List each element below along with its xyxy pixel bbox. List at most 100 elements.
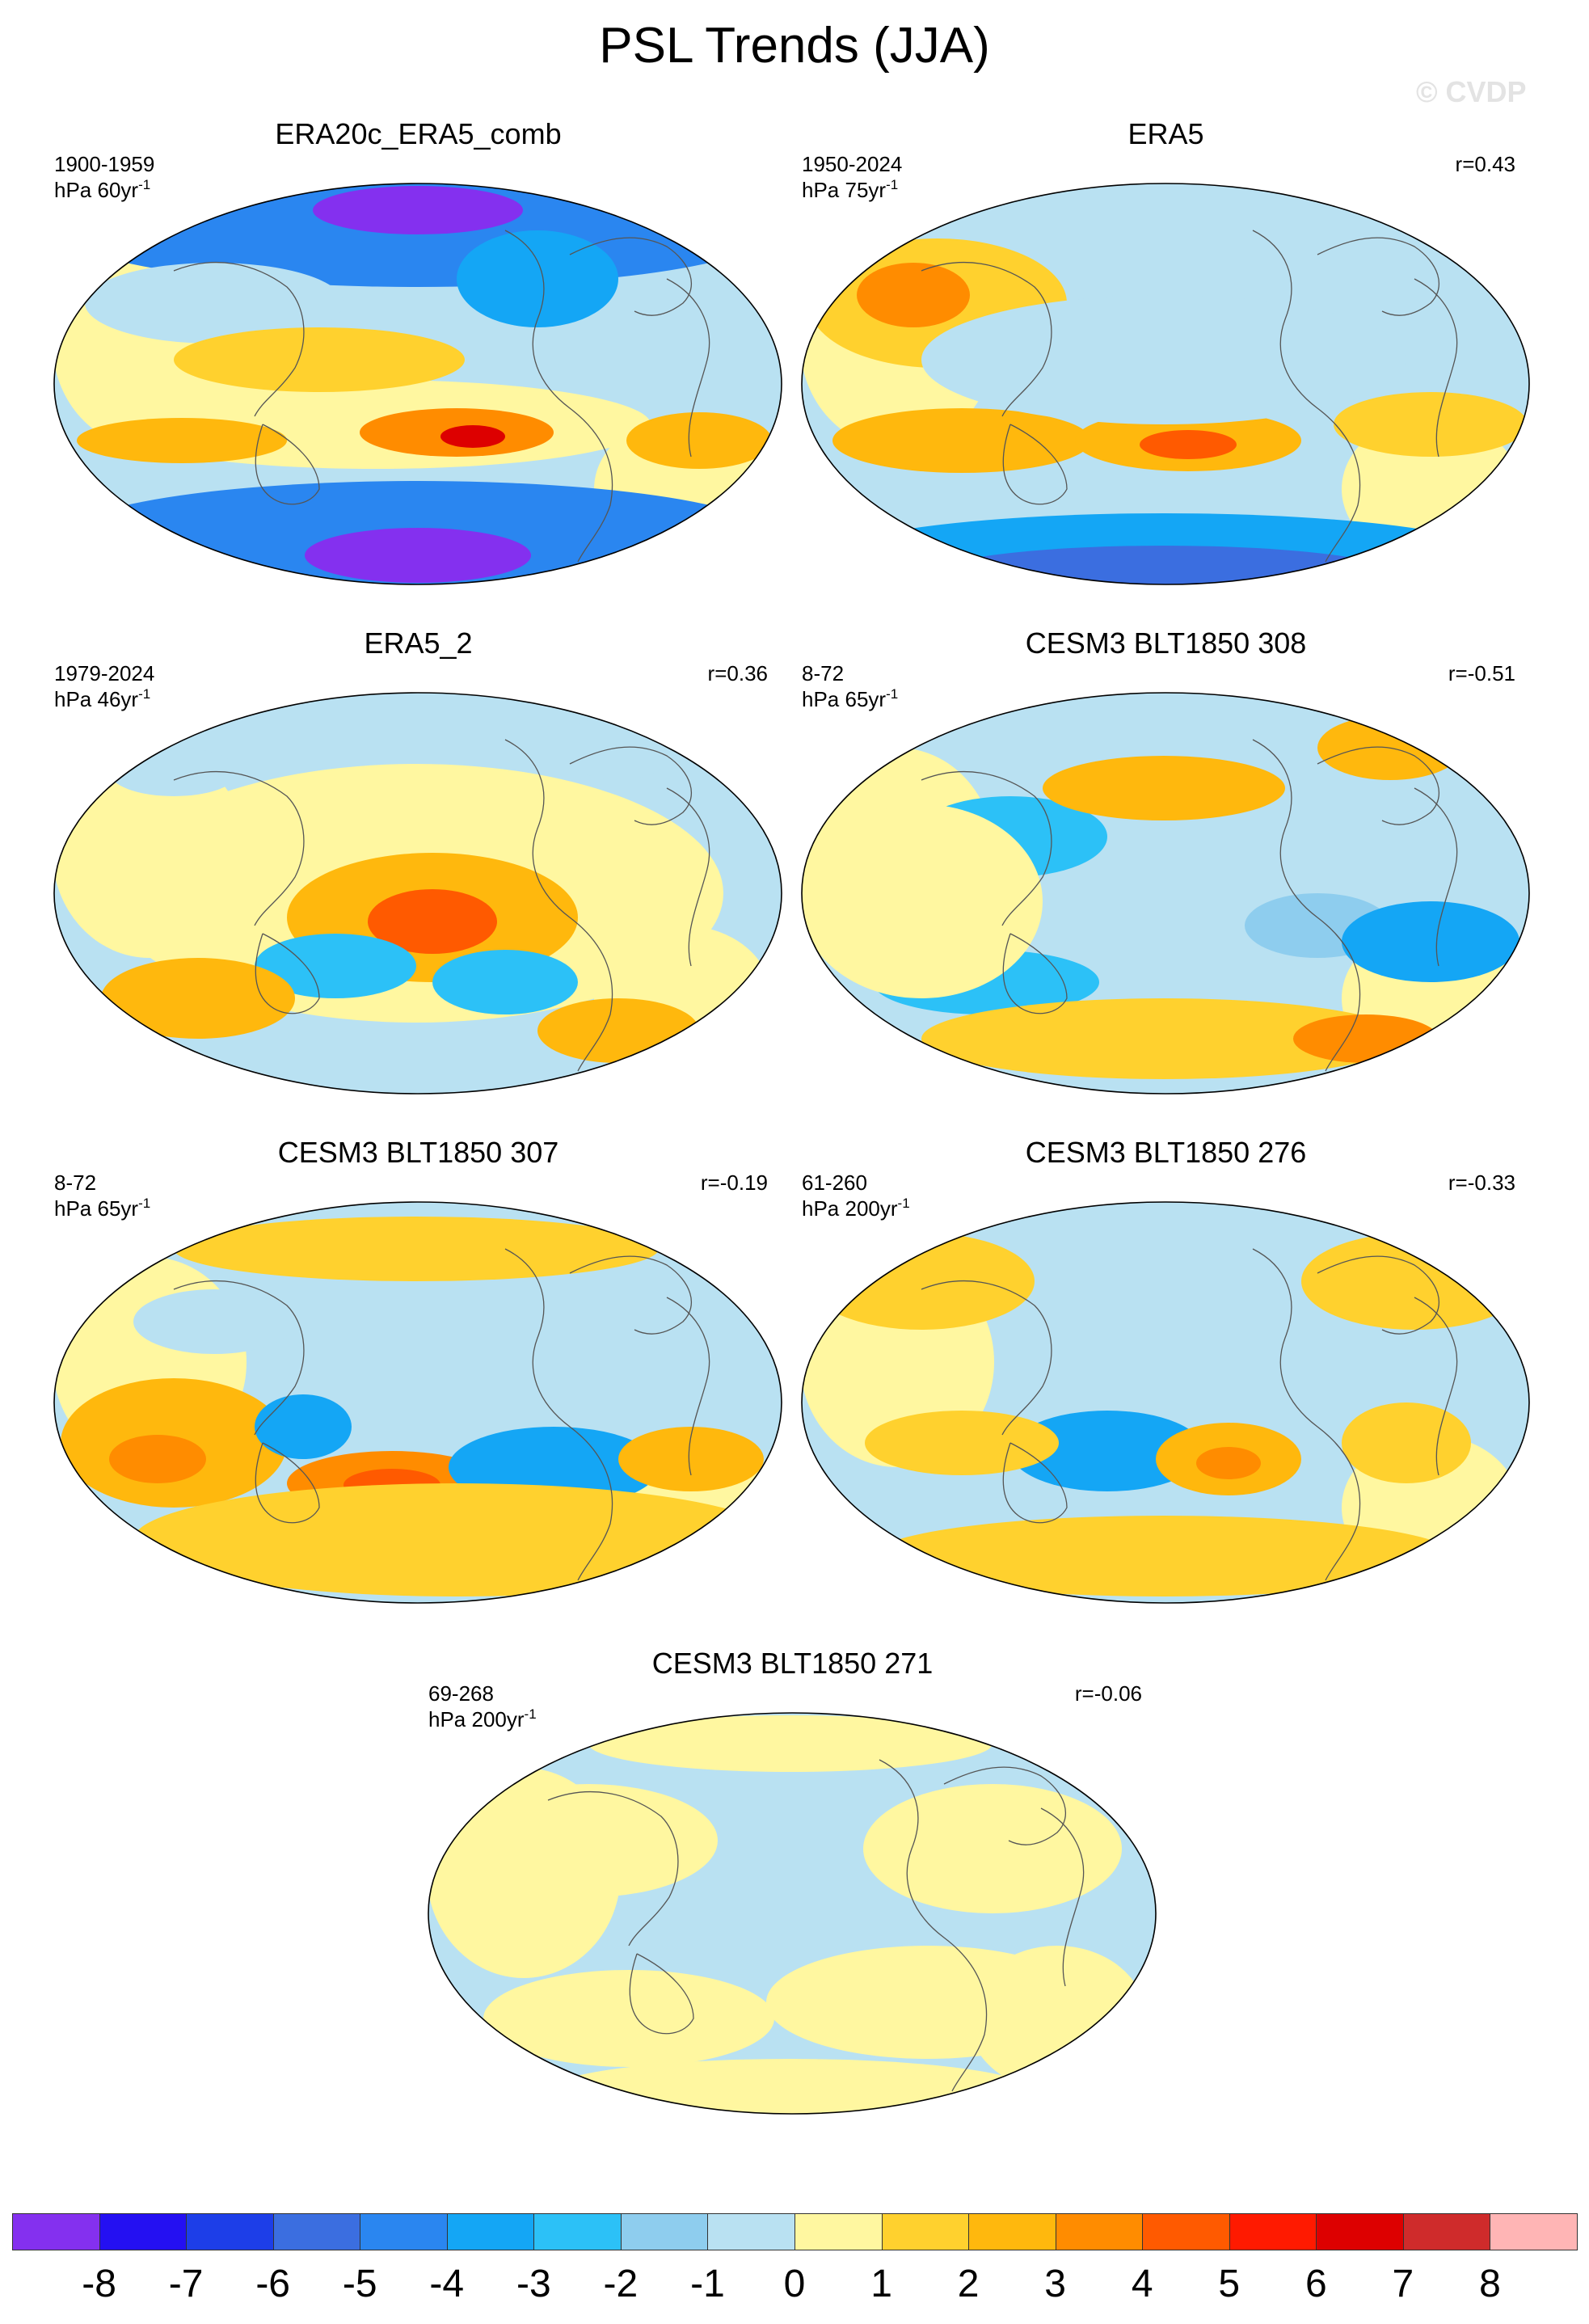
panel-title: CESM3 BLT1850 276	[1025, 1136, 1307, 1169]
coastline	[569, 1255, 692, 1335]
trend-region	[77, 418, 287, 463]
colorbar-swatch	[272, 2213, 361, 2250]
coastline	[255, 1442, 320, 1524]
trend-region	[440, 425, 505, 448]
colorbar-swatch	[794, 2213, 883, 2250]
colorbar-swatch	[1229, 2213, 1317, 2250]
panel-period-units: 1979-2024 hPa 46yr-1	[54, 660, 154, 712]
colorbar-tick-label: -5	[342, 2263, 377, 2305]
colorbar-tick-label: -7	[168, 2263, 204, 2305]
trend-region	[808, 1233, 1035, 1330]
coastline	[666, 278, 710, 458]
panel-period-units: 8-72 hPa 65yr-1	[54, 1170, 150, 1221]
trend-map	[53, 1201, 782, 1604]
coastline	[1252, 230, 1361, 563]
panel-period-units: 1950-2024 hPa 75yr-1	[802, 151, 902, 203]
map-panel-era5: ERA5 1950-2024 hPa 75yr-1 r=0.43	[800, 117, 1532, 586]
trend-region	[305, 528, 531, 583]
map-border	[53, 692, 782, 1095]
trend-region	[921, 295, 1406, 424]
trend-region	[432, 950, 578, 1014]
coastline	[629, 1953, 694, 2035]
coastlines	[547, 1759, 1085, 2092]
trend-region	[626, 412, 772, 469]
trend-region	[1010, 1411, 1204, 1491]
panel-period: 1900-1959	[54, 152, 155, 176]
coastline	[1317, 746, 1439, 825]
trend-region	[313, 186, 523, 234]
panel-period-units: 69-268 hPa 200yr-1	[428, 1681, 537, 1732]
colorbar-tick-label: 5	[1218, 2263, 1241, 2305]
panel-period-units: 8-72 hPa 65yr-1	[802, 660, 898, 712]
trend-region	[368, 889, 497, 954]
colorbar-swatch	[1490, 2213, 1578, 2250]
trend-region	[618, 1427, 764, 1491]
trend-map	[801, 1201, 1530, 1604]
cvdp-watermark: © CVDP	[1416, 75, 1527, 108]
trend-region	[109, 1435, 206, 1483]
colorbar-swatch	[881, 2213, 970, 2250]
colorbar-tick-label: 0	[783, 2263, 806, 2305]
map-border	[53, 183, 782, 585]
panel-units: hPa 65yr-1	[54, 1196, 151, 1221]
map-panel-cesm3-308: CESM3 BLT1850 308 8-72 hPa 65yr-1 r=-0.5…	[800, 626, 1532, 1095]
panel-title: ERA5_2	[364, 626, 473, 660]
map-border	[428, 1712, 1157, 2115]
panel-units: hPa 75yr-1	[802, 177, 899, 202]
panel-title: CESM3 BLT1850 307	[277, 1136, 559, 1169]
coastline	[1040, 1807, 1085, 1987]
colorbar-swatch	[446, 2213, 535, 2250]
trend-region	[766, 1946, 1090, 2059]
trend-region	[1342, 1402, 1471, 1483]
colorbar-swatch	[1055, 2213, 1144, 2250]
panel-units: hPa 200yr-1	[428, 1706, 537, 1731]
coastline	[1002, 1442, 1068, 1524]
trend-region	[483, 1970, 774, 2067]
panel-period: 69-268	[428, 1681, 494, 1706]
coastline	[1414, 278, 1458, 458]
colorbar-swatch	[968, 2213, 1056, 2250]
trend-region	[255, 1394, 352, 1459]
trend-map	[801, 183, 1530, 585]
colorbar-tick-label: -3	[516, 2263, 551, 2305]
trend-region	[865, 1411, 1059, 1475]
trend-region	[255, 934, 416, 998]
panel-correlation: r=-0.51	[1448, 661, 1515, 685]
colorbar-swatch	[1316, 2213, 1404, 2250]
colorbar-tick-label: -2	[603, 2263, 639, 2305]
coastline	[1252, 739, 1361, 1072]
coastline	[569, 746, 692, 825]
trend-region	[457, 230, 618, 327]
colorbar-swatch	[186, 2213, 274, 2250]
panel-title: ERA20c_ERA5_comb	[275, 117, 562, 150]
coastline	[504, 739, 613, 1072]
coastlines	[921, 739, 1458, 1072]
panel-title: CESM3 BLT1850 271	[651, 1647, 934, 1680]
panel-units: hPa 200yr-1	[802, 1196, 910, 1221]
coastline	[173, 1280, 305, 1436]
trend-region	[921, 546, 1406, 584]
colorbar-swatch	[99, 2213, 188, 2250]
panel-correlation: r=-0.06	[1074, 1681, 1142, 1706]
colorbar-swatch	[1402, 2213, 1491, 2250]
coastline	[1317, 237, 1439, 316]
panel-units: hPa 60yr-1	[54, 177, 151, 202]
panel-correlation: r=0.43	[1455, 152, 1515, 176]
coastline	[504, 1248, 613, 1581]
coastlines	[173, 1248, 710, 1581]
panel-period-units: 1900-1959 hPa 60yr-1	[54, 151, 154, 203]
trend-region	[133, 1289, 295, 1354]
colorbar-tick-label: 3	[1044, 2263, 1066, 2305]
colorbar-swatch	[533, 2213, 622, 2250]
trend-region	[537, 998, 699, 1063]
coastline	[921, 262, 1052, 417]
trend-region	[921, 998, 1406, 1079]
colorbar-tick-label: 4	[1131, 2263, 1153, 2305]
trend-region	[1140, 430, 1237, 459]
coastline	[504, 230, 613, 563]
panel-period: 1950-2024	[802, 152, 903, 176]
map-border	[801, 1201, 1530, 1604]
colorbar-swatch	[1142, 2213, 1230, 2250]
coastlines	[921, 1248, 1458, 1581]
coastline	[921, 771, 1052, 926]
